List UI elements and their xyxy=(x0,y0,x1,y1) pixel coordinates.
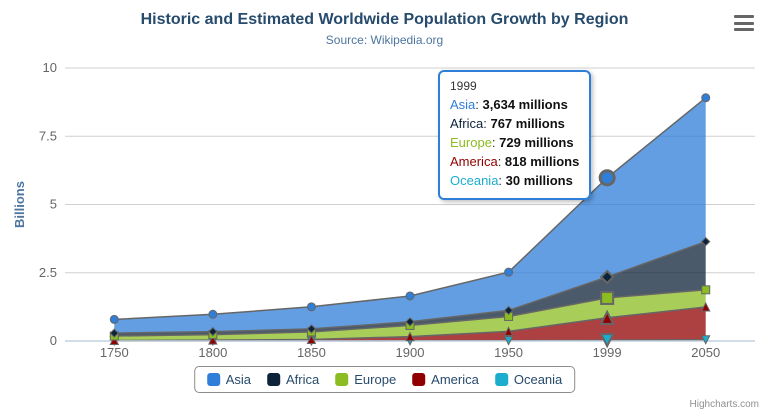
tooltip-series-name: Europe xyxy=(450,135,492,150)
tooltip-series-value: 729 millions xyxy=(495,135,574,150)
marker-asia-2050 xyxy=(701,93,711,103)
marker-africa-1750 xyxy=(109,328,119,338)
legend-swatch-icon xyxy=(335,373,349,386)
legend-label: Oceania xyxy=(513,372,563,387)
x-axis-tick-label: 2050 xyxy=(691,345,720,360)
tooltip-series-name: Africa xyxy=(450,116,484,131)
marker-america-1900 xyxy=(405,331,415,342)
legend-swatch-icon xyxy=(412,373,426,386)
tooltip-series-value: 3,634 millions xyxy=(478,97,568,112)
legend-item-africa[interactable]: Africa xyxy=(267,372,319,387)
tooltip-series-name: America xyxy=(450,154,498,169)
y-axis-tick-label: 2.5 xyxy=(39,265,57,280)
marker-asia-1750 xyxy=(109,314,119,324)
hamburger-icon xyxy=(734,28,754,31)
tooltip-row-europe: Europe: 729 millions xyxy=(450,135,574,150)
tooltip-row-oceania: Oceania: 30 millions xyxy=(450,173,573,188)
y-axis-tick-label: 0 xyxy=(50,333,57,348)
marker-america-1800 xyxy=(208,334,218,345)
hover-marker-america-1999[interactable] xyxy=(599,309,615,325)
hover-marker-africa-1999[interactable] xyxy=(599,269,615,285)
y-axis-tick-label: 5 xyxy=(50,197,57,212)
x-axis-tick-label: 1950 xyxy=(494,345,523,360)
marker-africa-1950 xyxy=(503,305,514,316)
hover-marker-oceania-1999[interactable] xyxy=(599,333,615,349)
x-axis-tick-label: 1800 xyxy=(198,345,227,360)
chart-title: Historic and Estimated Worldwide Populat… xyxy=(140,11,629,28)
legend-label: America xyxy=(431,372,479,387)
tooltip-row-america: America: 818 millions xyxy=(450,154,580,169)
tooltip-header: 1999 xyxy=(450,79,477,93)
marker-asia-1850 xyxy=(306,302,316,312)
legend-item-oceania[interactable]: Oceania xyxy=(494,372,563,387)
tooltip-series-value: 818 millions xyxy=(501,154,580,169)
marker-africa-1900 xyxy=(405,317,415,327)
x-axis-tick-label: 1999 xyxy=(593,345,622,360)
y-axis-tick-label: 10 xyxy=(43,60,57,75)
legend-item-america[interactable]: America xyxy=(412,372,479,387)
legend-label: Africa xyxy=(286,372,320,387)
highcharts-credits-link[interactable]: Highcharts.com xyxy=(689,399,759,410)
tooltip-rows: Asia: 3,634 millions Africa: 767 millions… xyxy=(450,95,579,190)
legend-label: Europe xyxy=(354,372,397,387)
marker-africa-1800 xyxy=(208,326,218,337)
tooltip-series-value: 767 millions xyxy=(486,116,565,131)
legend-item-asia[interactable]: Asia xyxy=(206,372,252,387)
marker-oceania-1950 xyxy=(503,336,514,346)
marker-asia-1900 xyxy=(405,291,415,301)
tooltip: 1999 Asia: 3,634 millions Africa: 767 mil… xyxy=(438,70,592,200)
marker-oceania-2050 xyxy=(700,335,711,345)
export-menu-button[interactable] xyxy=(734,14,754,32)
marker-africa-1850 xyxy=(306,324,317,334)
tooltip-series-name: Oceania xyxy=(450,173,499,188)
chart-subtitle: Source: Wikipedia.org xyxy=(325,33,444,47)
x-axis-tick-label: 1850 xyxy=(297,345,326,360)
legend-item-europe[interactable]: Europe xyxy=(335,372,396,387)
marker-africa-2050 xyxy=(701,236,711,247)
tooltip-row-africa: Africa: 767 millions xyxy=(450,116,565,131)
x-axis-tick-label: 1750 xyxy=(100,345,129,360)
legend-swatch-icon xyxy=(206,373,220,386)
x-axis-tick-label: 1900 xyxy=(396,345,425,360)
area-america[interactable] xyxy=(114,307,706,341)
legend-swatch-icon xyxy=(494,373,508,386)
y-axis-tick-label: 7.5 xyxy=(39,128,57,143)
marker-europe-2050 xyxy=(701,285,711,295)
legend-label: Asia xyxy=(225,372,252,387)
tooltip-row-asia: Asia: 3,634 millions xyxy=(450,97,568,112)
marker-america-2050 xyxy=(700,301,711,312)
hamburger-icon xyxy=(734,21,754,25)
legend-swatch-icon xyxy=(267,373,281,386)
marker-america-1950 xyxy=(503,326,514,336)
hamburger-icon xyxy=(734,15,754,18)
hover-marker-asia-1999[interactable] xyxy=(598,169,616,187)
tooltip-series-value: 30 millions xyxy=(502,173,573,188)
area-asia[interactable] xyxy=(114,97,706,334)
tooltip-series-name: Asia xyxy=(450,97,476,112)
marker-asia-1950 xyxy=(504,267,514,277)
legend: Asia Africa Europe America Oceania xyxy=(193,366,576,393)
y-axis-title: Billions xyxy=(12,181,27,228)
area-africa[interactable] xyxy=(114,241,706,336)
hover-marker-europe-1999[interactable] xyxy=(600,290,615,305)
marker-america-1850 xyxy=(306,334,317,344)
marker-asia-1800 xyxy=(208,309,218,319)
